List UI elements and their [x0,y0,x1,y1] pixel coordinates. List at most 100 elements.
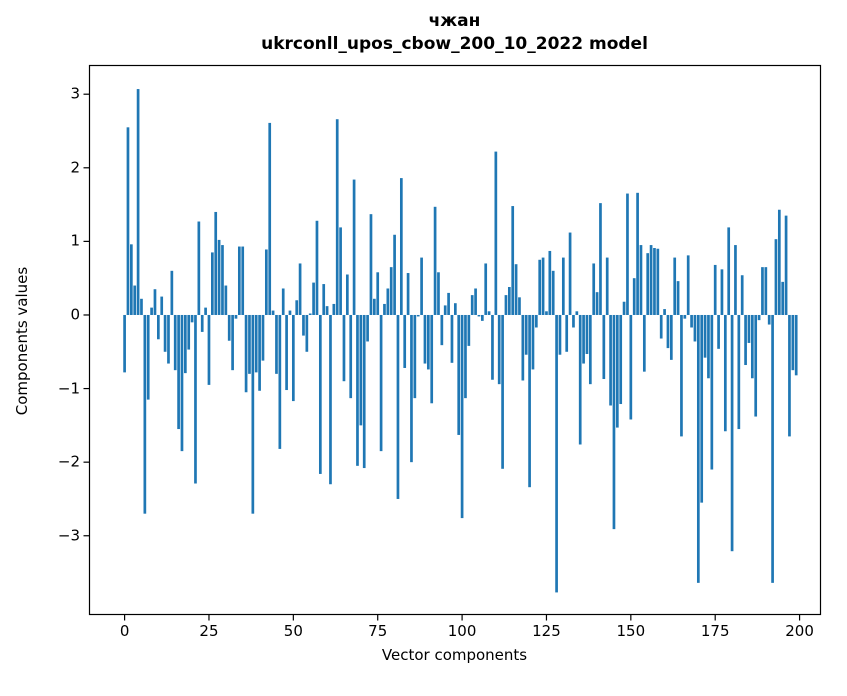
bar [308,313,312,315]
bar [592,263,596,315]
bar [453,303,457,315]
bar [723,314,727,432]
bar [194,314,197,484]
bar [440,314,444,346]
chart-title: чжан [428,11,481,31]
bar [275,314,278,374]
bar [491,314,494,380]
bar [626,193,629,315]
x-tick-label: 0 [119,622,130,640]
bar [254,314,258,373]
bar [575,311,579,315]
bar [143,314,147,514]
bar [298,263,302,315]
x-tick-label: 75 [368,622,388,640]
bar [372,298,376,315]
bar [713,264,717,315]
bar [157,314,160,340]
bar [747,314,751,343]
bar [534,314,538,328]
bar [582,314,585,364]
bar [227,314,231,341]
bar [487,311,491,315]
bar [511,206,515,315]
bar [396,314,400,499]
bar [214,211,218,315]
bar [777,209,781,315]
bar [663,309,666,315]
bar [717,314,720,349]
chart-title-block: чжан ukrconll_upos_cbow_200_10_2022 mode… [89,10,820,56]
bar [474,288,477,315]
bar [251,314,255,514]
bar [538,259,542,315]
bar [703,314,707,358]
bar [302,314,305,336]
bar [629,314,633,420]
bar [295,300,299,315]
bar [460,314,464,519]
bar [680,314,683,437]
bar [757,314,761,321]
bar [457,314,461,435]
y-axis-label: Components values [13,266,31,416]
bar [727,227,731,315]
bar [285,314,288,391]
bar [393,234,396,315]
bar [690,314,693,328]
bar [335,119,339,315]
bar [585,314,589,354]
bar [224,285,228,315]
bar [200,314,204,332]
bar [376,272,380,315]
bar [609,314,612,406]
bar [383,303,386,315]
bar [788,314,791,437]
bar [305,314,309,352]
bar [480,314,484,321]
bar [710,314,714,470]
bar [197,221,201,315]
bar [406,273,410,315]
bar [642,314,646,372]
bar [180,314,184,452]
bar [791,314,795,371]
x-tick-label: 200 [785,622,814,640]
bar [497,314,501,385]
bar [170,270,174,315]
bar [464,314,467,399]
bar [288,310,292,315]
bar [190,314,194,323]
bar [433,206,437,315]
bar [291,314,295,402]
bar [595,292,599,315]
bar [750,314,754,379]
y-tick-label: 1 [70,231,80,250]
y-tick-label: −3 [57,526,80,545]
bar [237,246,241,315]
bar [437,272,440,315]
bar [646,253,650,315]
bar [268,122,272,315]
bar [399,178,403,315]
bar [261,314,265,361]
bar [244,314,248,393]
bar [673,257,677,315]
y-tick-label: 0 [70,305,80,324]
bar [130,244,133,315]
bar [264,249,268,315]
bar [666,314,670,349]
bar [696,314,700,583]
bar [683,314,687,319]
bar [136,89,140,315]
bar [504,295,508,315]
bar [669,314,673,360]
bar [548,250,552,315]
bar [622,301,626,315]
bar [615,314,619,428]
bar [413,314,417,399]
bar [484,263,488,315]
bar [322,284,326,315]
x-tick-label: 175 [700,622,730,640]
